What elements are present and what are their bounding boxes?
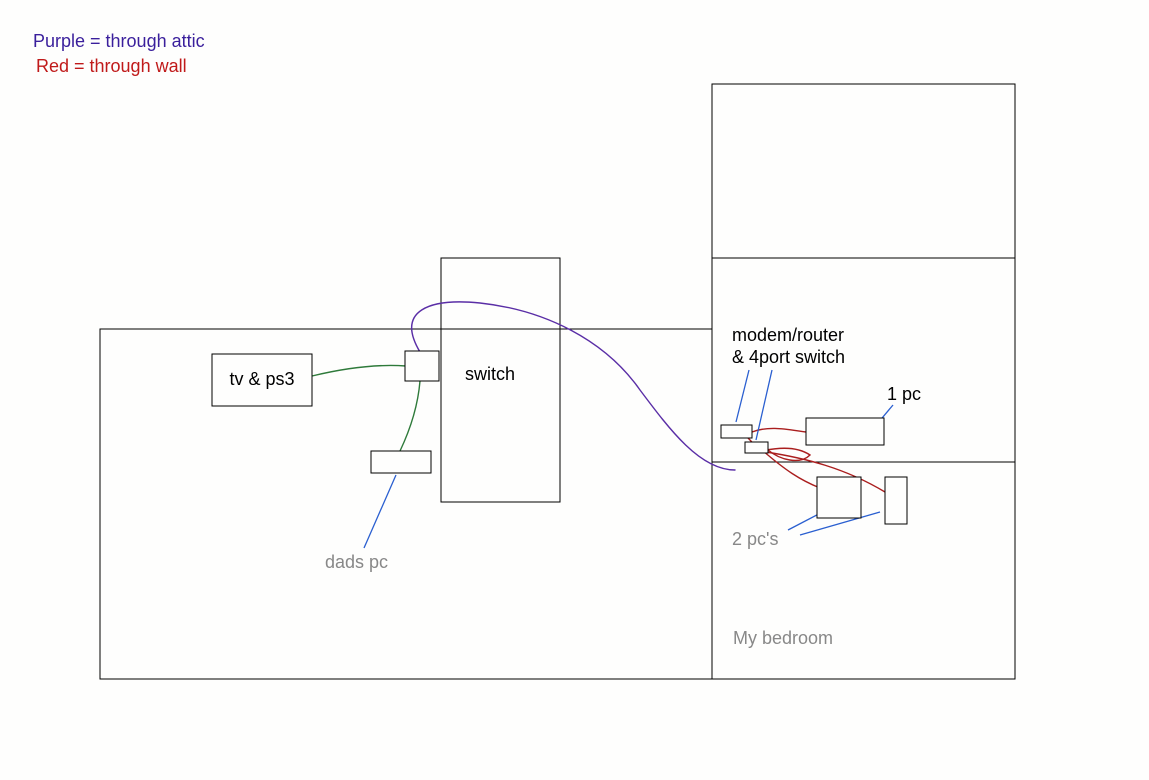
node-modem — [721, 425, 752, 438]
callout-line-1 — [736, 370, 749, 422]
legend-purple: Purple = through attic — [33, 31, 205, 51]
node-sw4 — [745, 442, 768, 453]
room-right_top — [712, 84, 1015, 258]
label-dads_label: dads pc — [325, 552, 388, 572]
cable-wall_sw_to_pc2a — [762, 450, 820, 488]
cable-switch_to_dadspc — [400, 381, 420, 451]
label-modem_label2: & 4port switch — [732, 347, 845, 367]
node-label-tvps3: tv & ps3 — [229, 369, 294, 389]
legend-red: Red = through wall — [36, 56, 187, 76]
label-room_label: My bedroom — [733, 628, 833, 648]
node-pc2a — [817, 477, 861, 518]
node-dadspc — [371, 451, 431, 473]
cable-tvps3_to_switch — [312, 365, 406, 376]
node-pc1 — [806, 418, 884, 445]
cable-wall_modem_to_pc1 — [752, 428, 806, 432]
cable-attic_switch_to_modem — [412, 302, 735, 470]
callout-line-0 — [364, 475, 396, 548]
label-pc1_label: 1 pc — [887, 384, 921, 404]
node-label-switch: switch — [465, 364, 515, 384]
node-switch — [405, 351, 439, 381]
label-modem_label: modem/router — [732, 325, 844, 345]
label-pcs2_label: 2 pc's — [732, 529, 778, 549]
node-pc2b — [885, 477, 907, 524]
